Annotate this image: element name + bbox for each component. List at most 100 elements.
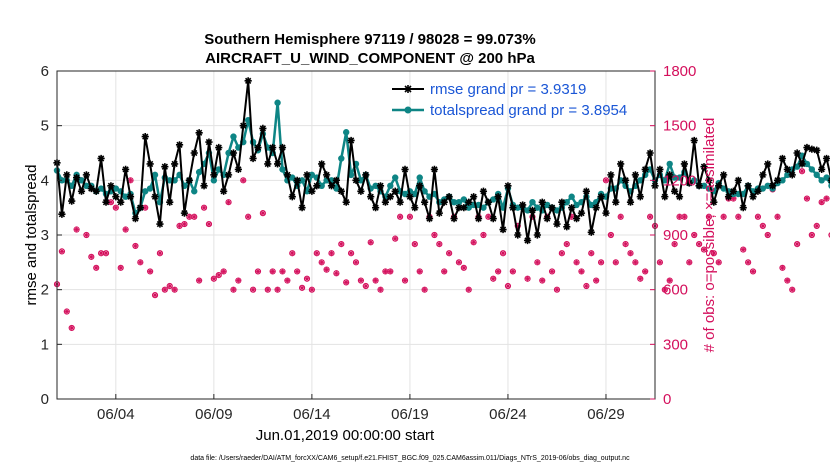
totalspread-point bbox=[764, 182, 771, 189]
totalspread-point bbox=[460, 196, 468, 203]
rmse-point bbox=[92, 187, 100, 195]
totalspread-point bbox=[416, 174, 423, 181]
obs-possible-point bbox=[347, 250, 355, 257]
obs-possible-point bbox=[617, 213, 624, 220]
obs-assimilated-point bbox=[88, 254, 94, 260]
obs-assimilated-point bbox=[221, 269, 227, 274]
rmse-point bbox=[597, 193, 605, 201]
obs-assimilated-point bbox=[510, 269, 516, 274]
rmse-point bbox=[259, 124, 267, 132]
obs-assimilated-point bbox=[84, 232, 89, 238]
rmse-point bbox=[313, 182, 321, 190]
obs-assimilated-point bbox=[789, 287, 795, 293]
totalspread-point bbox=[784, 171, 791, 179]
rmse-point bbox=[269, 143, 277, 152]
obs-assimilated-point bbox=[593, 278, 599, 283]
rmse-point bbox=[607, 171, 615, 179]
obs-assimilated-point bbox=[265, 287, 271, 293]
obs-assimilated-point bbox=[324, 267, 329, 273]
obs-possible-point bbox=[73, 226, 80, 233]
obs-assimilated-point bbox=[123, 227, 129, 232]
rmse-point bbox=[803, 143, 811, 152]
rmse-point bbox=[77, 187, 86, 195]
obs-assimilated-point bbox=[628, 250, 633, 256]
obs-assimilated-point bbox=[662, 287, 668, 293]
rmse-point bbox=[126, 193, 135, 201]
obs-possible-point bbox=[259, 210, 266, 217]
rmse-point bbox=[553, 220, 561, 228]
obs-possible-point bbox=[137, 259, 144, 266]
rmse-point bbox=[739, 204, 747, 212]
y-axis-right: 0 300 600 900 1200 1500 1800 bbox=[650, 63, 696, 408]
rmse-point bbox=[788, 171, 796, 179]
obs-assimilated-point bbox=[740, 247, 746, 252]
rmse-point bbox=[445, 193, 453, 201]
obs-possible-point bbox=[646, 213, 654, 220]
obs-assimilated-point bbox=[490, 276, 496, 282]
rmse-point bbox=[396, 198, 404, 206]
obs-assimilated-point bbox=[682, 214, 687, 220]
obs-possible-point bbox=[593, 277, 600, 284]
obs-assimilated-point bbox=[461, 265, 467, 271]
obs-assimilated-point bbox=[731, 196, 736, 201]
obs-possible-point bbox=[303, 275, 311, 282]
obs-assimilated-point bbox=[564, 241, 570, 247]
obs-possible-point bbox=[818, 199, 825, 206]
obs-assimilated-point bbox=[407, 214, 413, 220]
rmse-point bbox=[298, 204, 306, 212]
totalspread-point bbox=[793, 163, 801, 170]
rmse-point bbox=[631, 171, 639, 179]
rmse-point bbox=[273, 160, 282, 168]
rmse-point bbox=[523, 236, 532, 245]
rmse-point bbox=[494, 193, 502, 201]
obs-possible-point bbox=[298, 284, 306, 291]
obs-possible-point bbox=[548, 268, 556, 275]
rmse-point bbox=[171, 160, 179, 168]
rmse-point bbox=[592, 204, 600, 212]
obs-possible-point bbox=[83, 231, 90, 239]
totalspread-point bbox=[318, 182, 325, 189]
obs-possible-point bbox=[499, 250, 507, 257]
rmse-point bbox=[362, 171, 370, 179]
obs-possible-point bbox=[88, 253, 95, 260]
rmse-point bbox=[156, 220, 164, 228]
totalspread-point bbox=[490, 196, 497, 203]
rmse-point bbox=[180, 209, 189, 217]
y-tick-label: 6 bbox=[41, 63, 49, 80]
rmse-point bbox=[509, 204, 517, 212]
legend-label-spread: totalspread grand pr = 3.8954 bbox=[430, 102, 627, 119]
obs-assimilated-point bbox=[270, 269, 276, 274]
obs-assimilated-point bbox=[182, 221, 187, 227]
rmse-point bbox=[406, 193, 414, 201]
obs-assimilated-point bbox=[137, 259, 143, 265]
obs-assimilated-point bbox=[794, 241, 800, 247]
obs-assimilated-point bbox=[392, 236, 398, 242]
obs-possible-point bbox=[642, 268, 649, 275]
rmse-point bbox=[264, 160, 272, 168]
obs-assimilated-point bbox=[201, 205, 207, 211]
obs-assimilated-point bbox=[505, 283, 511, 289]
rmse-point bbox=[769, 182, 777, 190]
totalspread-point bbox=[191, 188, 198, 195]
obs-assimilated-point bbox=[196, 278, 202, 283]
obs-assimilated-point bbox=[378, 287, 383, 293]
obs-assimilated-point bbox=[441, 269, 447, 274]
x-tick-label: 06/19 bbox=[391, 406, 429, 423]
rmse-point bbox=[376, 182, 385, 190]
rmse-point bbox=[82, 171, 91, 179]
totalspread-point bbox=[146, 185, 154, 192]
obs-assimilated-point bbox=[608, 232, 614, 238]
obs-assimilated-point bbox=[495, 269, 501, 274]
obs-possible-point bbox=[284, 277, 291, 284]
totalspread-point bbox=[803, 160, 811, 168]
totalspread-point bbox=[298, 177, 306, 184]
obs-possible-point bbox=[122, 226, 129, 233]
obs-possible-point bbox=[132, 242, 139, 250]
obs-possible-point bbox=[509, 268, 516, 275]
obs-assimilated-point bbox=[574, 259, 579, 265]
rmse-point bbox=[715, 182, 723, 190]
totalspread-point bbox=[347, 171, 355, 179]
totalspread-point bbox=[308, 171, 316, 179]
rmse-point bbox=[577, 209, 586, 217]
obs-possible-point bbox=[225, 199, 232, 206]
